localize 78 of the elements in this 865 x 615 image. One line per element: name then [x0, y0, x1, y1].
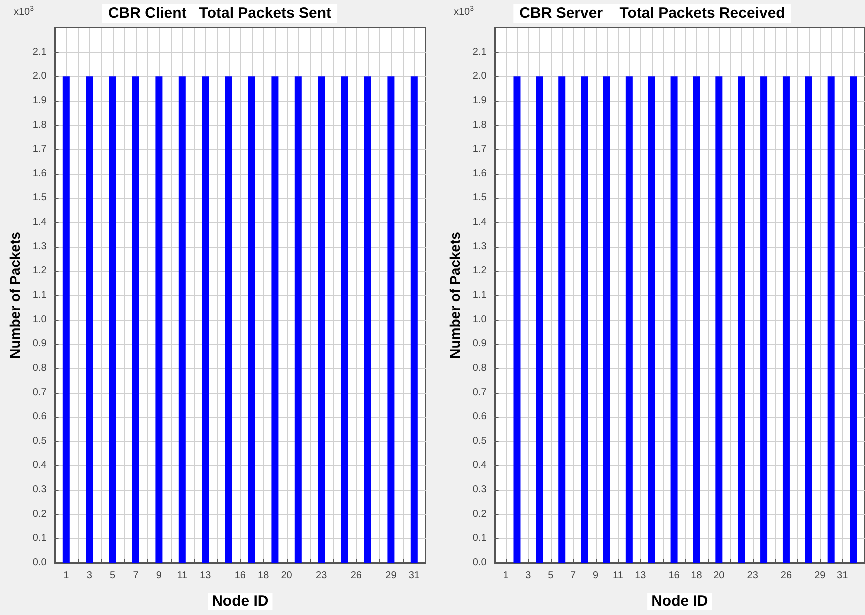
x-tick-label: 11	[613, 570, 624, 582]
x-axis-title: Node ID	[652, 593, 708, 610]
y-tick-label: 0.3	[472, 484, 488, 496]
y-tick-label: 0.7	[32, 387, 48, 398]
y-tick-label: 1.7	[32, 144, 48, 156]
x-tick-label: 1	[503, 570, 510, 582]
y-tick-label: 0.9	[32, 338, 48, 350]
x-tick-label: 7	[133, 570, 140, 582]
y-tick-label: 1.1	[472, 290, 488, 301]
x-tick-label: 16	[234, 570, 246, 582]
x-tick-label: 26	[350, 570, 362, 582]
x-tick-label: 31	[408, 570, 420, 582]
y-tick-label: 0.3	[32, 484, 48, 496]
y-axis-title: Number of Packets	[447, 232, 463, 359]
y-tick-label: 0.2	[32, 508, 48, 520]
chart-title: CBR Client Total Packets Sent	[108, 5, 332, 22]
y-tick-label: 1.6	[32, 168, 48, 180]
y-tick-label: 1.2	[472, 266, 488, 277]
y-tick-label: 1.6	[472, 168, 488, 180]
y-tick-label: 2.1	[472, 46, 488, 58]
x-tick-label: 9	[156, 570, 162, 582]
x-axis-title: Node ID	[212, 593, 269, 610]
y-tick-label: 0.2	[472, 508, 488, 520]
x-tick-label: 29	[386, 570, 398, 582]
y-tick-label: 0.9	[472, 338, 488, 350]
y-tick-label: 1.8	[32, 120, 48, 131]
y-tick-label: 2.1	[32, 46, 48, 58]
x-tick-label: 11	[177, 570, 188, 582]
y-tick-label: 0.4	[32, 460, 48, 472]
x-tick-label: 20	[714, 570, 726, 582]
y-tick-label: 1.9	[32, 95, 48, 106]
x-tick-label: 16	[668, 570, 680, 582]
x-tick-label: 3	[86, 570, 93, 582]
y-tick-label: 0.6	[472, 412, 488, 423]
x-tick-label: 31	[837, 570, 849, 582]
y-tick-label: 1.5	[472, 192, 488, 204]
y-tick-label: 1.2	[32, 266, 48, 277]
x-tick-label: 29	[814, 570, 826, 582]
y-tick-label: 1.4	[472, 217, 488, 228]
y-tick-label: 1.1	[32, 290, 48, 301]
y-tick-label: 1.4	[32, 217, 48, 228]
chart-title: CBR Server Total Packets Received	[520, 5, 786, 22]
x-tick-label: 5	[110, 570, 116, 582]
y-tick-label: 2.0	[472, 71, 488, 82]
y-tick-label: 1.3	[32, 241, 48, 252]
y-tick-label: 1.0	[32, 314, 48, 326]
y-tick-label: 1.0	[472, 314, 488, 326]
y-tick-label: 0.8	[32, 362, 48, 374]
y-tick-label: 1.9	[472, 95, 488, 106]
y-tick-label: 0.4	[472, 460, 488, 472]
y-tick-label: 0.5	[32, 436, 48, 447]
y-tick-label: 1.8	[472, 120, 488, 131]
x-tick-label: 9	[592, 570, 599, 582]
x-tick-label: 18	[691, 570, 703, 582]
y-tick-label: 1.7	[472, 144, 488, 156]
x-tick-label: 23	[747, 570, 759, 582]
x-tick-label: 13	[635, 570, 647, 582]
x-tick-label: 3	[526, 570, 532, 582]
y-tick-label: 0.0	[32, 558, 48, 568]
y-tick-label: 0.0	[472, 558, 488, 568]
y-tick-label: 1.5	[32, 192, 48, 204]
x-tick-label: 1	[64, 570, 70, 582]
x-tick-label: 18	[258, 570, 270, 582]
y-tick-label: 2.0	[32, 71, 48, 82]
x-tick-label: 7	[570, 570, 577, 582]
x-tick-label: 5	[548, 570, 554, 582]
y-axis-title: Number of Packets	[7, 232, 23, 359]
x-tick-label: 23	[316, 570, 328, 582]
y-tick-label: 0.1	[472, 533, 488, 544]
x-tick-label: 20	[281, 570, 293, 582]
y-tick-label: 0.5	[472, 436, 488, 447]
x-tick-label: 13	[200, 570, 212, 582]
y-tick-label: 1.3	[472, 241, 488, 252]
y-tick-label: 0.7	[472, 387, 488, 398]
y-tick-label: 0.8	[472, 362, 488, 374]
y-tick-label: 0.6	[32, 412, 48, 423]
y-tick-label: 0.1	[32, 533, 48, 544]
x-tick-label: 26	[780, 570, 792, 582]
